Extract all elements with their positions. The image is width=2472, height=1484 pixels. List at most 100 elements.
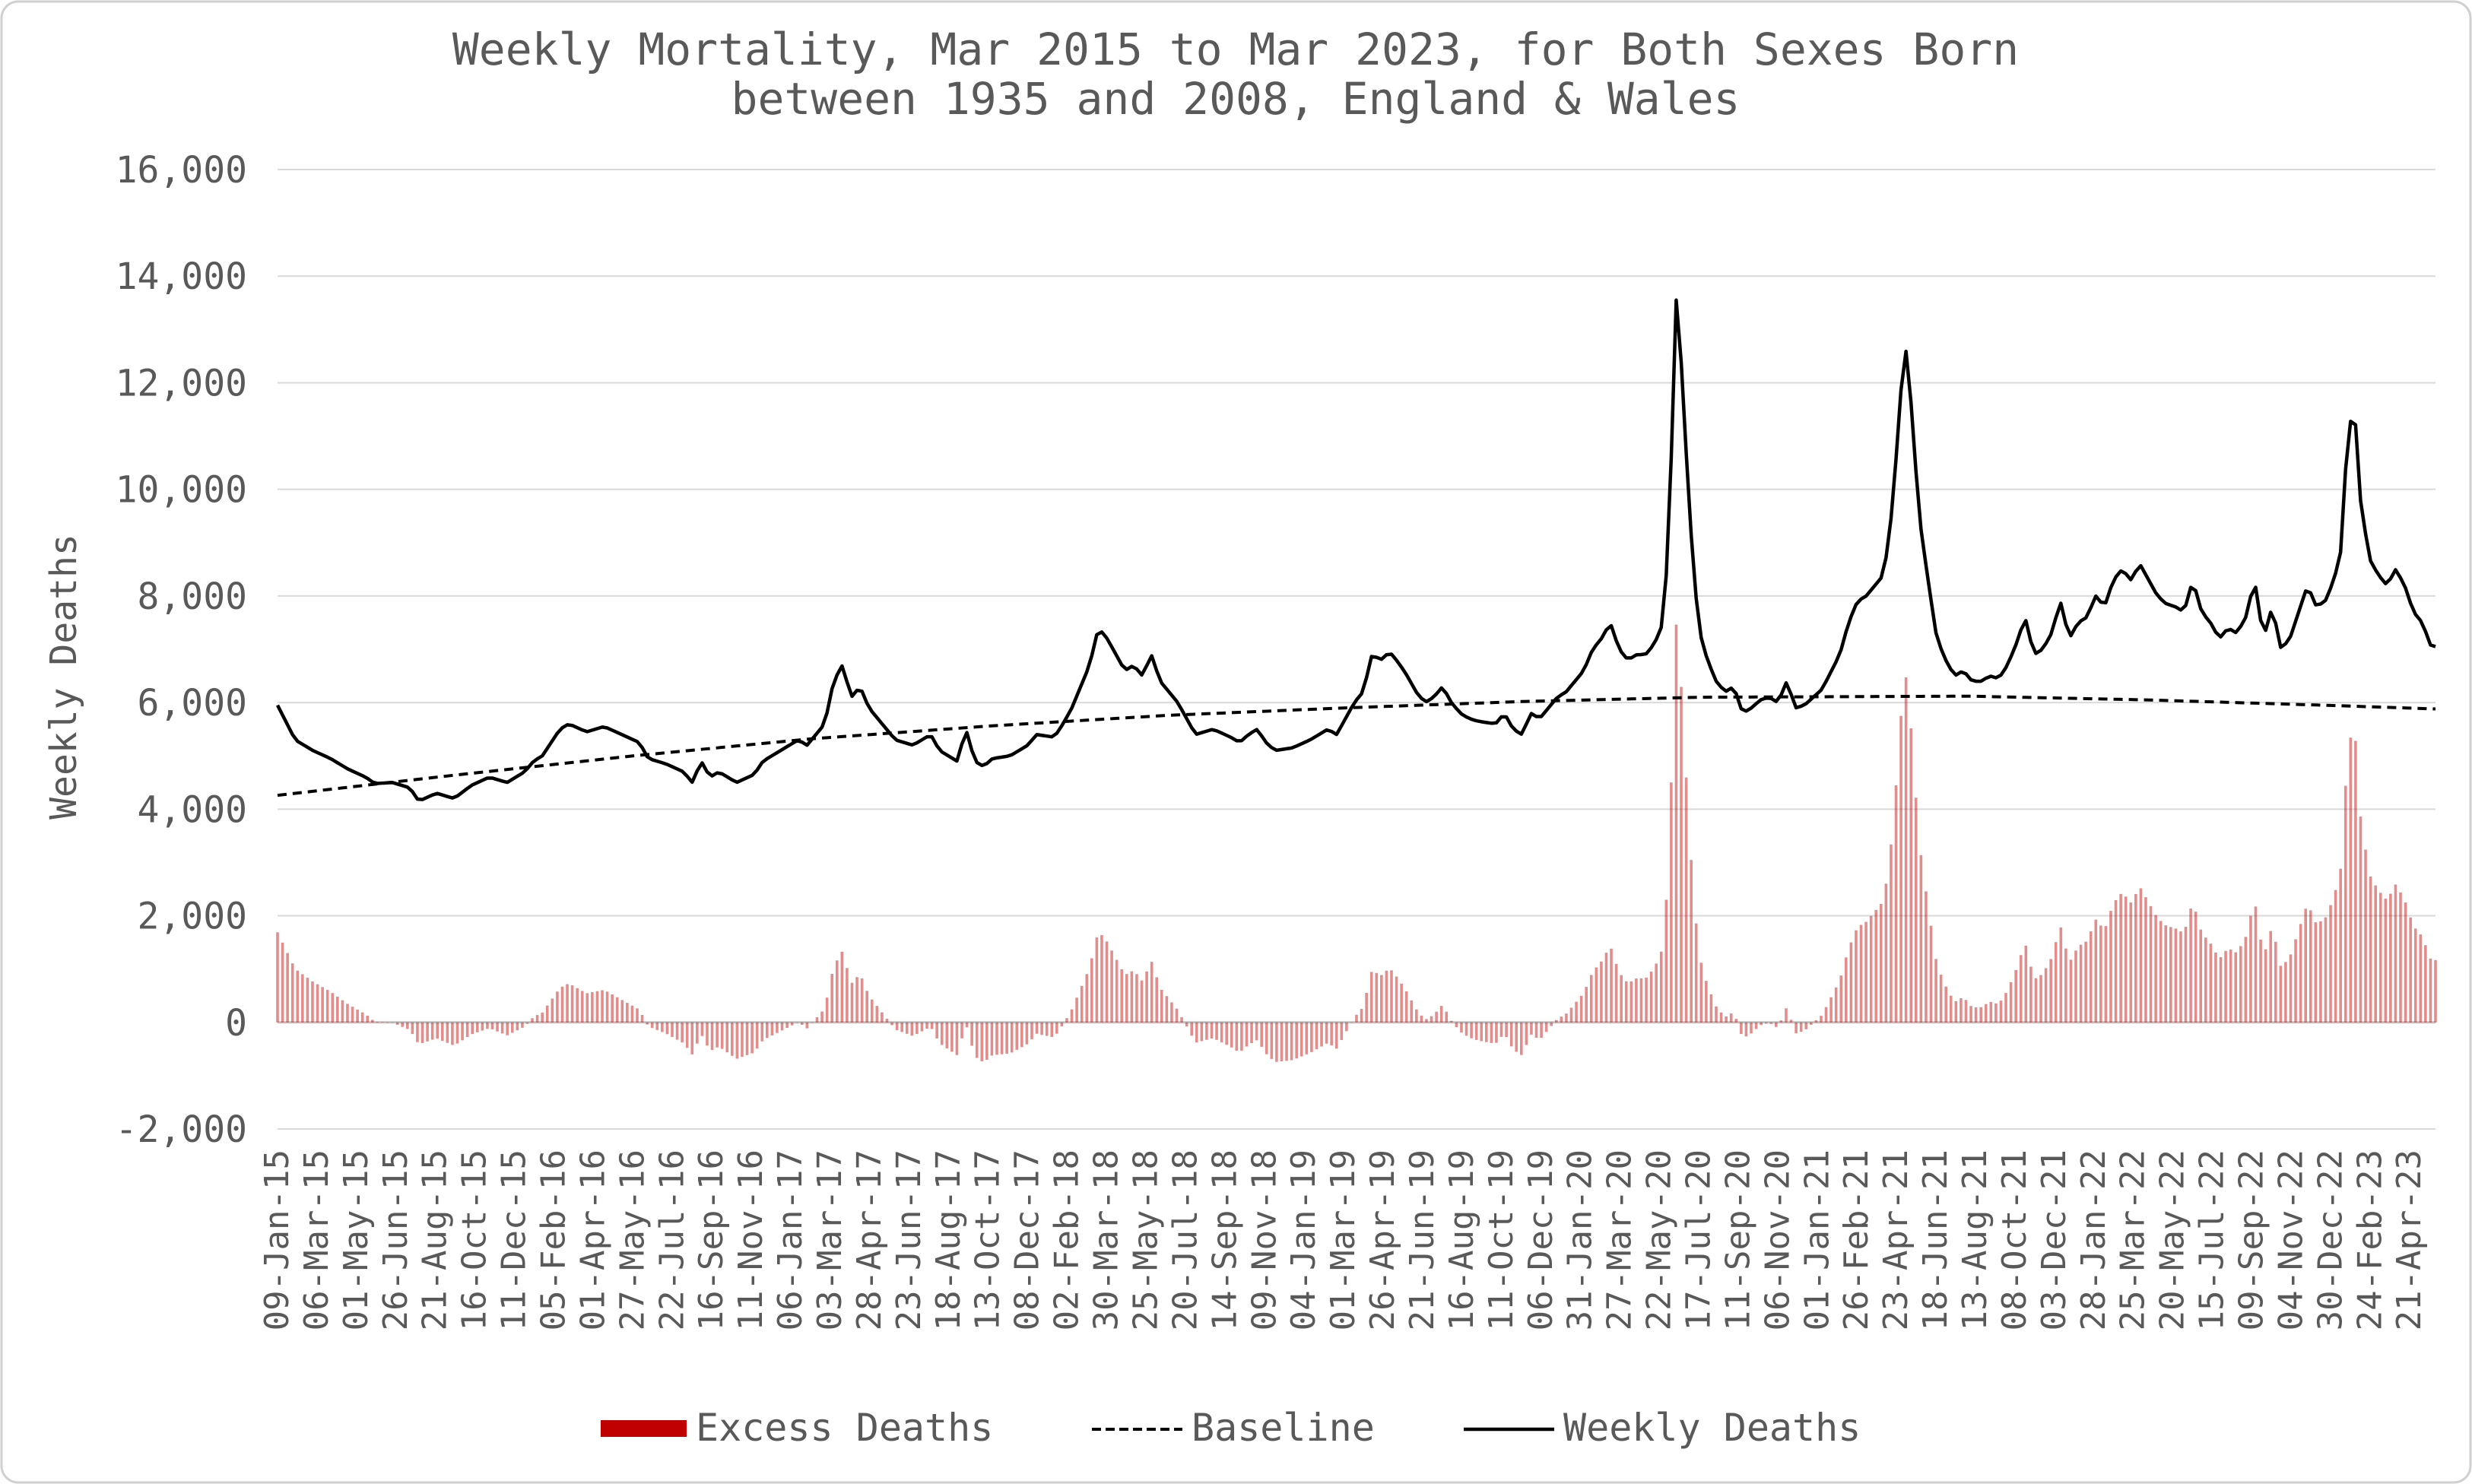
excess-bar [1585, 987, 1588, 1023]
excess-bar [615, 997, 619, 1023]
excess-bar [500, 1022, 504, 1034]
excess-bar [1694, 923, 1698, 1023]
excess-bar [2119, 893, 2122, 1023]
x-tick-label: 13-Oct-17 [969, 1149, 1008, 1330]
x-tick-label: 04-Jan-19 [1284, 1149, 1323, 1330]
excess-bar [975, 1022, 979, 1058]
excess-bar [2409, 917, 2412, 1023]
excess-bar [360, 1012, 364, 1023]
excess-bar [1380, 975, 1383, 1023]
y-tick-label: 6,000 [138, 682, 248, 725]
excess-bar [420, 1022, 424, 1044]
excess-bar [1420, 1015, 1423, 1023]
excess-bar [2374, 885, 2377, 1023]
excess-bar [1655, 963, 1658, 1023]
excess-bar [2179, 931, 2182, 1023]
excess-bar [1919, 855, 1923, 1023]
excess-bar [800, 1022, 804, 1025]
excess-bar [446, 1022, 449, 1043]
y-tick-label: 8,000 [138, 576, 248, 618]
excess-bar [1445, 1011, 1449, 1023]
excess-bar [1820, 1016, 1823, 1023]
excess-bar [716, 1022, 719, 1048]
excess-bar [1120, 969, 1124, 1023]
excess-bar [985, 1022, 988, 1060]
legend-label-baseline: Baseline [1192, 1406, 1375, 1450]
excess-bar [1519, 1022, 1523, 1055]
excess-bar [1415, 1009, 1418, 1023]
excess-bar [1764, 1022, 1768, 1024]
excess-bar [1560, 1016, 1563, 1023]
excess-bar [1385, 970, 1388, 1023]
excess-bar [580, 991, 584, 1023]
excess-bar [1839, 975, 1843, 1023]
y-tick-label: 10,000 [116, 469, 247, 512]
excess-bar [525, 1022, 529, 1024]
excess-bar [1280, 1022, 1284, 1062]
x-tick-label: 17-Jul-20 [1680, 1149, 1718, 1330]
excess-bar [776, 1022, 779, 1033]
excess-bar [2099, 925, 2102, 1023]
excess-bar [1804, 1022, 1808, 1029]
excess-bar [1080, 985, 1084, 1023]
x-tick-label: 27-May-16 [613, 1149, 652, 1330]
x-tick-label: 20-May-22 [2153, 1149, 2192, 1330]
excess-bar [1534, 1022, 1538, 1038]
excess-bar [2094, 919, 2098, 1023]
excess-bar [535, 1015, 539, 1023]
excess-bar [521, 1022, 524, 1028]
x-tick-label: 15-Jul-22 [2193, 1149, 2232, 1330]
excess-bar [850, 982, 854, 1023]
y-tick-label: 12,000 [116, 362, 247, 404]
excess-bar [696, 1022, 699, 1044]
excess-bar [646, 1022, 649, 1025]
excess-bar [2413, 928, 2417, 1023]
excess-bar [1779, 1020, 1783, 1023]
excess-bar [1999, 1000, 2003, 1023]
excess-bar [685, 1022, 689, 1048]
x-tick-label: 01-May-15 [337, 1149, 376, 1330]
excess-bar [2349, 737, 2353, 1023]
excess-bar [661, 1022, 664, 1032]
excess-bar [1629, 981, 1633, 1023]
excess-bar [1684, 777, 1688, 1023]
excess-bar [865, 991, 869, 1023]
excess-bar [1220, 1022, 1223, 1043]
excess-bar [1299, 1022, 1303, 1057]
excess-bar [1914, 797, 1918, 1023]
excess-bar [585, 993, 589, 1023]
x-tick-label: 16-Sep-16 [692, 1149, 731, 1330]
excess-bar [706, 1022, 709, 1046]
excess-bar [311, 981, 314, 1023]
excess-bar [741, 1022, 744, 1058]
excess-bar [531, 1018, 534, 1023]
excess-bar [2154, 915, 2157, 1023]
excess-bar [486, 1022, 489, 1029]
x-tick-label: 30-Dec-22 [2311, 1149, 2350, 1330]
excess-bar [1040, 1022, 1043, 1035]
excess-bar [1395, 976, 1398, 1023]
excess-bar [416, 1022, 419, 1042]
excess-bar [2184, 927, 2188, 1023]
y-tick-label: -2,000 [116, 1108, 247, 1151]
excess-bar [2159, 921, 2163, 1023]
excess-bar [815, 1016, 819, 1023]
y-tick-label: 0 [225, 1002, 247, 1045]
y-tick-label: 4,000 [138, 788, 248, 831]
excess-bar [950, 1022, 954, 1052]
excess-bar [1460, 1022, 1463, 1033]
excess-bar [681, 1022, 684, 1043]
excess-bar [1769, 1022, 1773, 1024]
excess-bar [846, 968, 849, 1023]
excess-bar [411, 1022, 414, 1035]
excess-bar [2378, 893, 2382, 1023]
x-tick-label: 21-Apr-23 [2390, 1149, 2429, 1330]
excess-bar [560, 986, 564, 1023]
excess-bar [611, 994, 614, 1023]
excess-bar [700, 1022, 704, 1036]
excess-bar [1235, 1022, 1239, 1051]
excess-bar [965, 1022, 969, 1028]
excess-bar [1150, 962, 1153, 1023]
excess-bar [980, 1022, 984, 1061]
excess-bar [2229, 949, 2232, 1023]
